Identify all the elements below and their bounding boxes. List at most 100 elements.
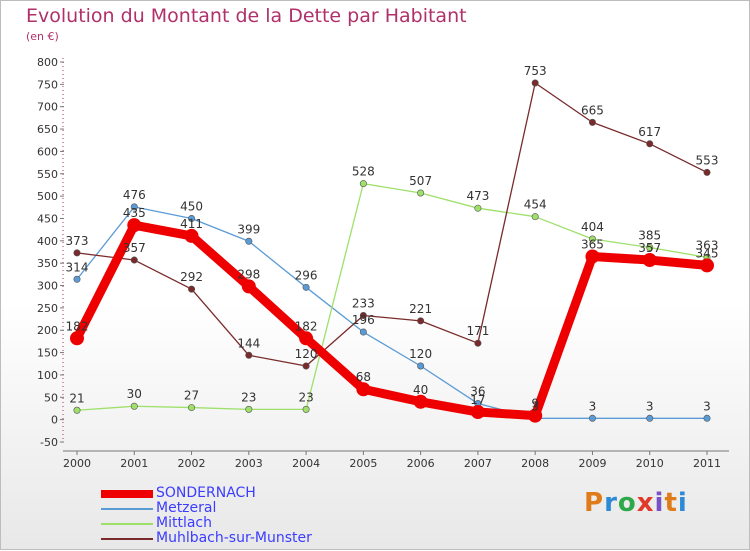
data-point xyxy=(245,405,253,413)
data-label: 120 xyxy=(409,347,432,361)
data-point xyxy=(130,203,138,211)
data-point xyxy=(642,253,657,268)
data-label: 120 xyxy=(295,347,318,361)
data-label: 68 xyxy=(356,370,371,384)
data-point xyxy=(531,213,539,221)
legend-swatch xyxy=(101,490,153,498)
data-label: 296 xyxy=(295,268,318,282)
data-label: 373 xyxy=(66,234,89,248)
data-label: 36 xyxy=(470,385,485,399)
data-point xyxy=(474,204,482,212)
data-label: 292 xyxy=(180,270,203,284)
x-tick-label: 2008 xyxy=(521,457,549,470)
data-label: 3 xyxy=(703,399,711,413)
data-label: 233 xyxy=(352,296,375,310)
data-label: 27 xyxy=(184,389,199,403)
series-line-Metzeral xyxy=(76,206,708,419)
data-label: 404 xyxy=(581,220,604,234)
data-point xyxy=(188,285,196,293)
legend-label: Metzeral xyxy=(156,500,217,516)
data-label: 3 xyxy=(646,399,654,413)
data-point xyxy=(184,228,199,243)
data-point xyxy=(646,244,654,252)
data-label: 363 xyxy=(696,238,719,252)
legend-swatch xyxy=(101,523,153,525)
data-point xyxy=(703,414,711,422)
y-tick-label: 500 xyxy=(37,190,58,203)
data-point xyxy=(127,218,142,233)
data-label: 221 xyxy=(409,302,432,316)
data-label: 182 xyxy=(66,319,89,333)
data-point xyxy=(245,351,253,359)
legend-label: Muhlbach-sur-Munster xyxy=(156,530,312,546)
data-point xyxy=(245,237,253,245)
y-tick-label: 800 xyxy=(37,56,58,69)
y-tick-label: 700 xyxy=(37,101,58,114)
data-point xyxy=(188,214,196,222)
data-label: 385 xyxy=(638,229,661,243)
data-point xyxy=(588,414,596,422)
data-point xyxy=(528,408,543,423)
data-point xyxy=(70,331,84,346)
x-tick-label: 2004 xyxy=(292,457,320,470)
data-label: 553 xyxy=(696,153,719,167)
y-tick-label: 200 xyxy=(37,324,58,337)
data-label: 144 xyxy=(237,336,260,350)
proxiti-logo: Proxiti xyxy=(584,488,688,518)
x-tick-label: 2003 xyxy=(235,457,263,470)
series-line-Muhlbach-sur-Munster xyxy=(76,82,708,367)
data-point xyxy=(359,180,367,188)
data-label: 23 xyxy=(298,390,313,404)
data-label: 314 xyxy=(66,260,89,274)
x-tick-label: 2001 xyxy=(120,457,148,470)
data-label: 435 xyxy=(123,206,146,220)
y-tick-label: 150 xyxy=(37,347,58,360)
data-point xyxy=(73,275,81,283)
data-label: 365 xyxy=(581,237,604,251)
data-label: 476 xyxy=(123,188,146,202)
data-point xyxy=(417,189,425,197)
x-tick-label: 2006 xyxy=(407,457,435,470)
data-point xyxy=(531,79,539,87)
data-label: 30 xyxy=(127,387,142,401)
x-tick-label: 2009 xyxy=(578,457,606,470)
data-label: 507 xyxy=(409,174,432,188)
series-points xyxy=(70,79,714,423)
x-tick-label: 2002 xyxy=(178,457,206,470)
data-point xyxy=(470,405,485,420)
data-point xyxy=(646,140,654,148)
y-tick-label: 450 xyxy=(37,212,58,225)
data-label: 454 xyxy=(524,198,547,212)
y-tick-label: 250 xyxy=(37,302,58,315)
axes: -50 0 50 100 150 200 250 300 350 400 450 500 550 600 6… xyxy=(37,56,729,470)
x-tick-label: 2000 xyxy=(63,457,91,470)
y-tick-label: 400 xyxy=(37,235,58,248)
data-label: 399 xyxy=(237,222,260,236)
data-label: 753 xyxy=(524,64,547,78)
y-tick-label: 50 xyxy=(44,391,58,404)
data-point xyxy=(73,406,81,414)
x-tick-label: 2010 xyxy=(636,457,664,470)
data-point xyxy=(703,168,711,176)
y-tick-label: -50 xyxy=(40,436,58,449)
data-label: 9 xyxy=(531,397,539,411)
data-point xyxy=(130,256,138,264)
data-point xyxy=(356,382,371,397)
data-label: 665 xyxy=(581,103,604,117)
data-point xyxy=(413,394,428,409)
data-label: 298 xyxy=(237,267,260,281)
series-line-SONDERNACH xyxy=(72,220,712,421)
data-point xyxy=(417,317,425,325)
data-point xyxy=(188,404,196,412)
y-tick-label: 650 xyxy=(37,123,58,136)
y-tick-label: 550 xyxy=(37,168,58,181)
data-point xyxy=(73,249,81,257)
data-label: 528 xyxy=(352,165,375,179)
data-point xyxy=(417,362,425,370)
data-point xyxy=(130,402,138,410)
legend-label: SONDERNACH xyxy=(156,485,256,501)
data-label: 171 xyxy=(466,324,489,338)
data-point xyxy=(588,235,596,243)
